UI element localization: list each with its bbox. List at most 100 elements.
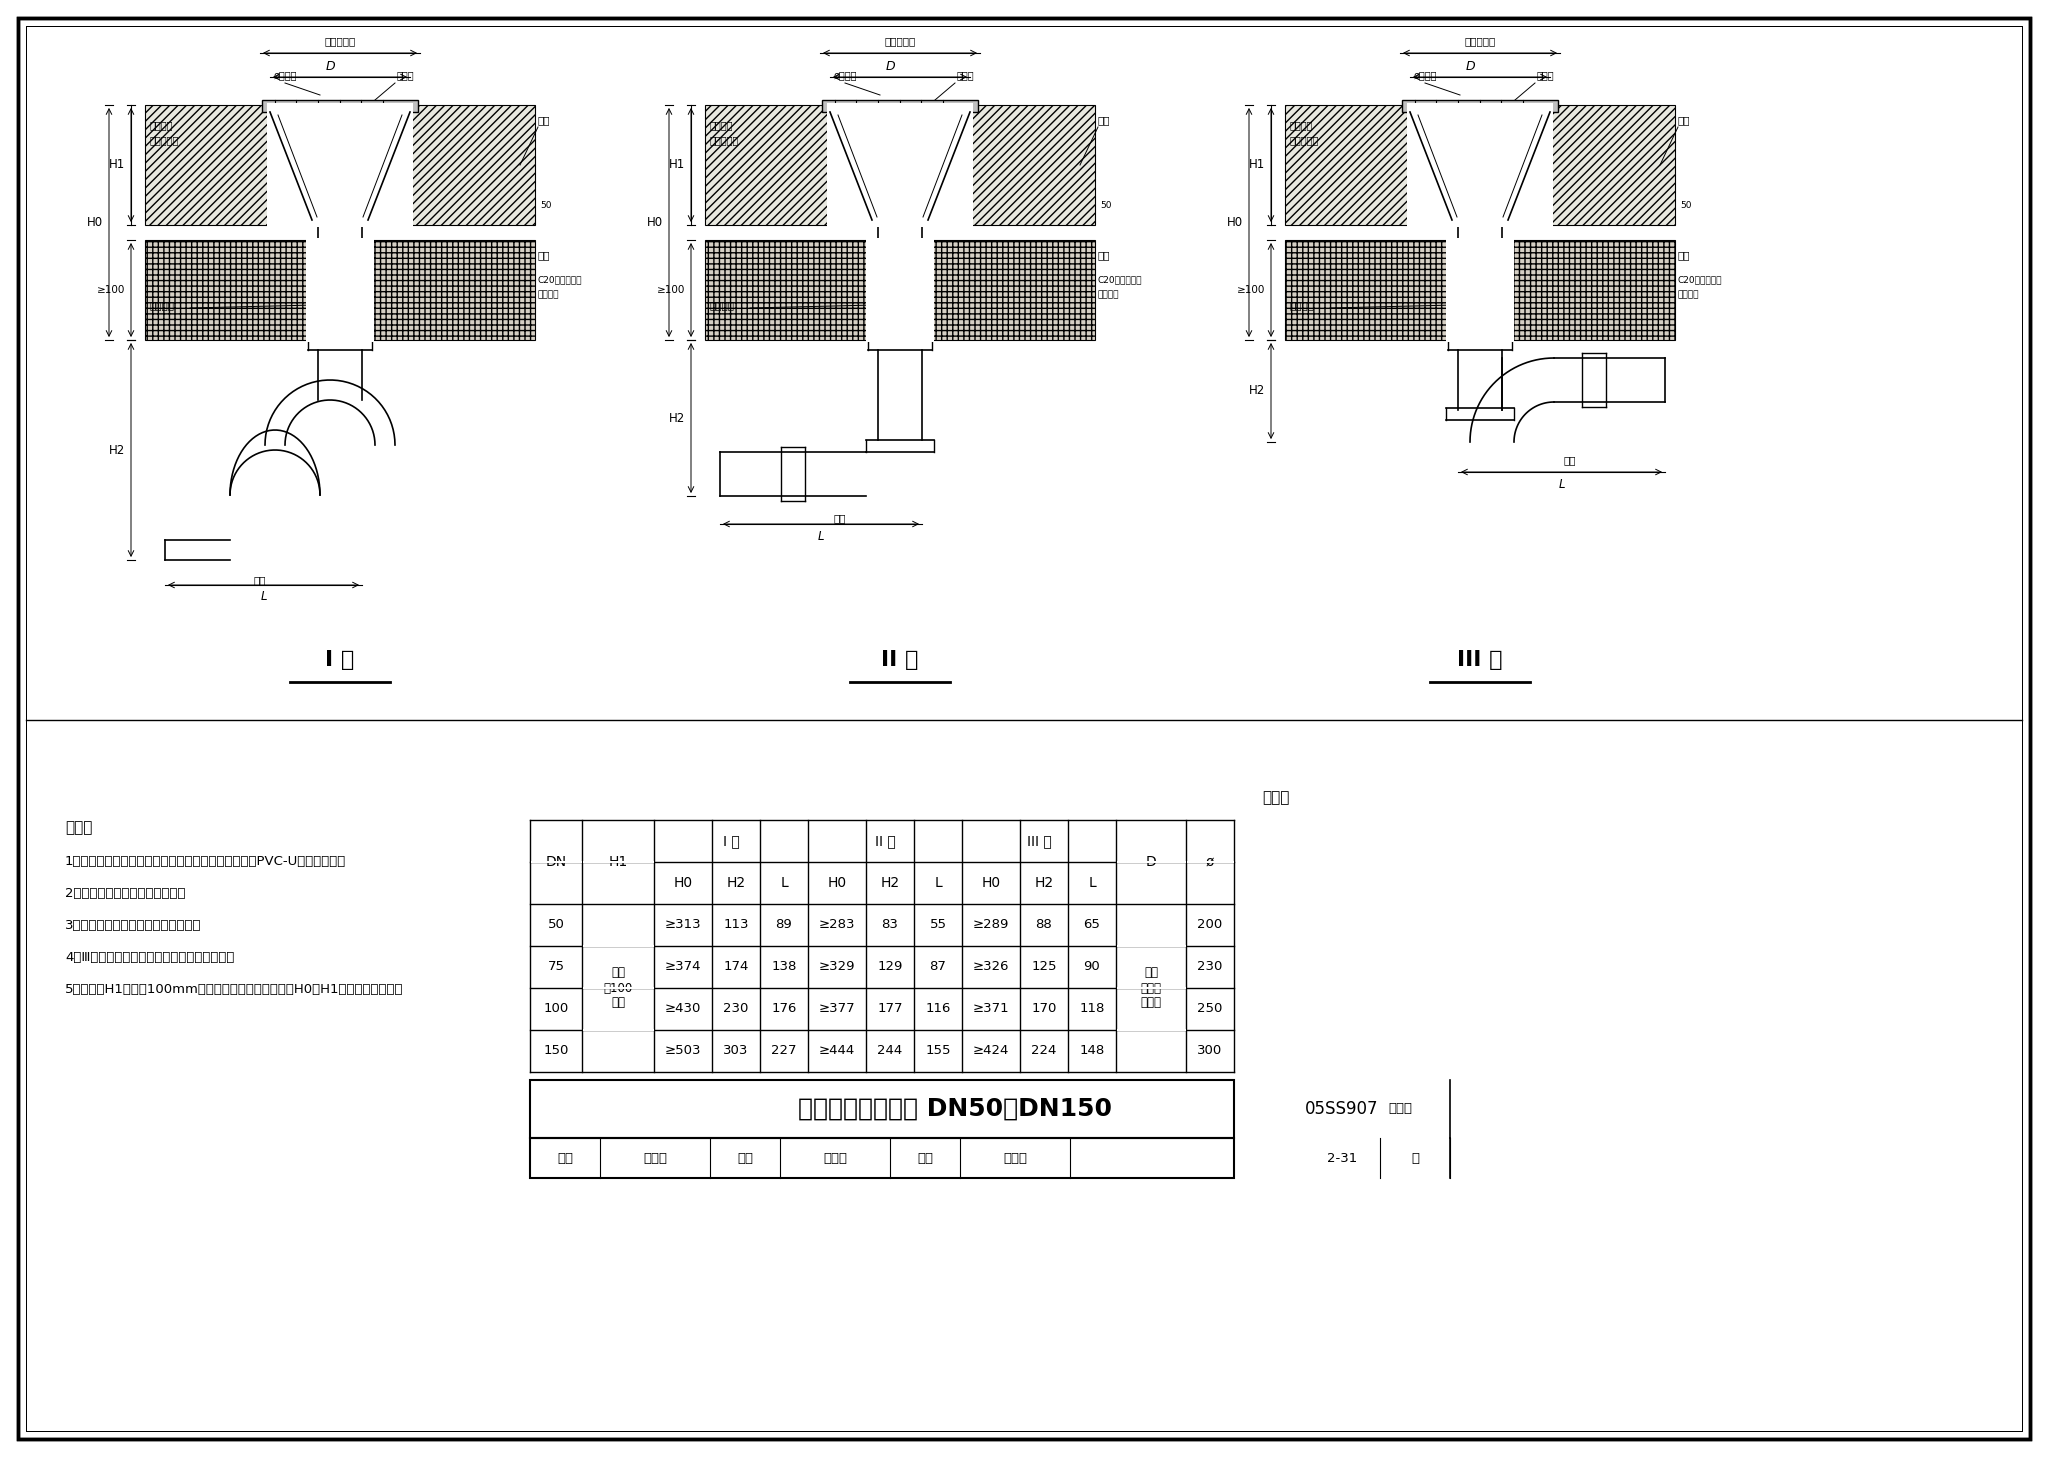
Text: 90: 90 (1083, 960, 1100, 973)
Bar (305, 237, 375, 342)
Bar (821, 101, 979, 112)
Text: ≥371: ≥371 (973, 1002, 1010, 1016)
Text: 1、连接方式为粘接连接，适用于接管为硬聚氯乙烯（PVC-U）管的场所。: 1、连接方式为粘接连接，适用于接管为硬聚氯乙烯（PVC-U）管的场所。 (66, 855, 346, 868)
Text: 5、本图中H1尺寸按100mm考虑，实际情况如有不同则H0、H1尺寸应相应调整。: 5、本图中H1尺寸按100mm考虑，实际情况如有不同则H0、H1尺寸应相应调整。 (66, 983, 403, 997)
Text: ø预留洞: ø预留洞 (834, 70, 856, 80)
Text: 75: 75 (547, 960, 565, 973)
Text: 227: 227 (772, 1045, 797, 1058)
Text: 马信国: 马信国 (823, 1151, 848, 1164)
Text: 页: 页 (1411, 1151, 1419, 1164)
Text: D: D (885, 61, 895, 73)
Text: 分层嵌实: 分层嵌实 (539, 290, 559, 300)
Text: 粘接: 粘接 (1565, 455, 1577, 465)
Bar (1407, 103, 1552, 227)
Text: 粘接: 粘接 (254, 576, 266, 586)
Text: DN: DN (545, 855, 567, 868)
Text: 88: 88 (1036, 918, 1053, 931)
Text: 防水做法: 防水做法 (1290, 119, 1313, 130)
Text: 防水做法: 防水做法 (711, 119, 733, 130)
Text: 见建筑设计: 见建筑设计 (150, 136, 180, 146)
Bar (705, 240, 1096, 339)
Text: 4、Ⅲ型安装方式适用于安装尺寸较小的场所。: 4、Ⅲ型安装方式适用于安装尺寸较小的场所。 (66, 951, 233, 965)
Text: H0: H0 (674, 876, 692, 890)
Text: L: L (780, 876, 788, 890)
Text: H0: H0 (647, 216, 664, 229)
Text: 2、本图按塑料有水封地漏绘制。: 2、本图按塑料有水封地漏绘制。 (66, 887, 186, 900)
Text: 303: 303 (723, 1045, 750, 1058)
Bar (262, 101, 418, 112)
Text: H2: H2 (109, 443, 125, 456)
Text: 见建筑设计: 见建筑设计 (1290, 136, 1319, 146)
Text: ø: ø (1206, 855, 1214, 868)
Text: 83: 83 (881, 918, 899, 931)
Text: 尺寸表: 尺寸表 (1262, 791, 1290, 806)
Text: D: D (1145, 855, 1157, 868)
Text: 防水做法: 防水做法 (150, 119, 174, 130)
Text: H0: H0 (1227, 216, 1243, 229)
Bar (145, 105, 535, 224)
Bar (827, 103, 973, 227)
Text: 125: 125 (1032, 960, 1057, 973)
Text: H2: H2 (881, 876, 899, 890)
Text: 230: 230 (1198, 960, 1223, 973)
Text: ≥374: ≥374 (666, 960, 700, 973)
Text: ≥100: ≥100 (96, 286, 125, 294)
Text: ≥100: ≥100 (657, 286, 684, 294)
Text: 塑料短管: 塑料短管 (1290, 300, 1315, 310)
Text: 面层: 面层 (539, 115, 551, 125)
Text: III 型: III 型 (1026, 833, 1051, 848)
Text: 图集号: 图集号 (1389, 1103, 1411, 1116)
Text: ø预留洞: ø预留洞 (272, 70, 297, 80)
Text: 129: 129 (877, 960, 903, 973)
Text: ≥313: ≥313 (666, 918, 700, 931)
Text: C20细石混凝土: C20细石混凝土 (1677, 275, 1722, 284)
Text: 250: 250 (1198, 1002, 1223, 1016)
Text: ≥430: ≥430 (666, 1002, 700, 1016)
Text: III 型: III 型 (1458, 650, 1503, 670)
Text: 177: 177 (877, 1002, 903, 1016)
Text: 面层: 面层 (1677, 115, 1690, 125)
Text: 调节段: 调节段 (395, 70, 414, 80)
Text: 230: 230 (723, 1002, 750, 1016)
Text: 分层嵌实: 分层嵌实 (1098, 290, 1120, 300)
Text: II 型: II 型 (874, 833, 895, 848)
Text: 65: 65 (1083, 918, 1100, 931)
Text: H2: H2 (727, 876, 745, 890)
Text: 3、地漏装设在楼板上应预留安装孔。: 3、地漏装设在楼板上应预留安装孔。 (66, 919, 201, 932)
Text: 55: 55 (930, 918, 946, 931)
Text: 最大调整量: 最大调整量 (885, 36, 915, 47)
Text: I 型: I 型 (326, 650, 354, 670)
Text: H0: H0 (86, 216, 102, 229)
Text: 有水封地漏安装图 DN50～DN150: 有水封地漏安装图 DN50～DN150 (799, 1097, 1112, 1120)
Text: 224: 224 (1032, 1045, 1057, 1058)
Text: 174: 174 (723, 960, 750, 973)
Text: 300: 300 (1198, 1045, 1223, 1058)
Text: ø预留洞: ø预留洞 (1413, 70, 1438, 80)
Text: 粘接: 粘接 (834, 513, 846, 523)
Text: 塑料短管: 塑料短管 (150, 300, 174, 310)
Text: 调节段: 调节段 (1536, 70, 1554, 80)
Text: ≥289: ≥289 (973, 918, 1010, 931)
Text: ≥283: ≥283 (819, 918, 856, 931)
Bar (1403, 101, 1559, 112)
Bar (145, 240, 535, 339)
Bar (866, 237, 934, 342)
Text: 50: 50 (1679, 201, 1692, 210)
Text: 148: 148 (1079, 1045, 1104, 1058)
Text: 116: 116 (926, 1002, 950, 1016)
Text: ≥424: ≥424 (973, 1045, 1010, 1058)
Text: L: L (1087, 876, 1096, 890)
Text: 分层嵌实: 分层嵌实 (1677, 290, 1700, 300)
Text: ≥503: ≥503 (666, 1045, 700, 1058)
Text: 详见
各地漏
构造图: 详见 各地漏 构造图 (1141, 966, 1161, 1010)
Bar (266, 103, 414, 227)
Text: 调节段: 调节段 (956, 70, 973, 80)
Text: 05SS907: 05SS907 (1305, 1100, 1378, 1118)
Text: 200: 200 (1198, 918, 1223, 931)
Text: 冯旭东: 冯旭东 (643, 1151, 668, 1164)
Text: ≥100: ≥100 (1237, 286, 1266, 294)
Text: 138: 138 (772, 960, 797, 973)
Text: 244: 244 (877, 1045, 903, 1058)
Text: H2: H2 (1249, 385, 1266, 398)
Text: C20细石混凝土: C20细石混凝土 (1098, 275, 1143, 284)
